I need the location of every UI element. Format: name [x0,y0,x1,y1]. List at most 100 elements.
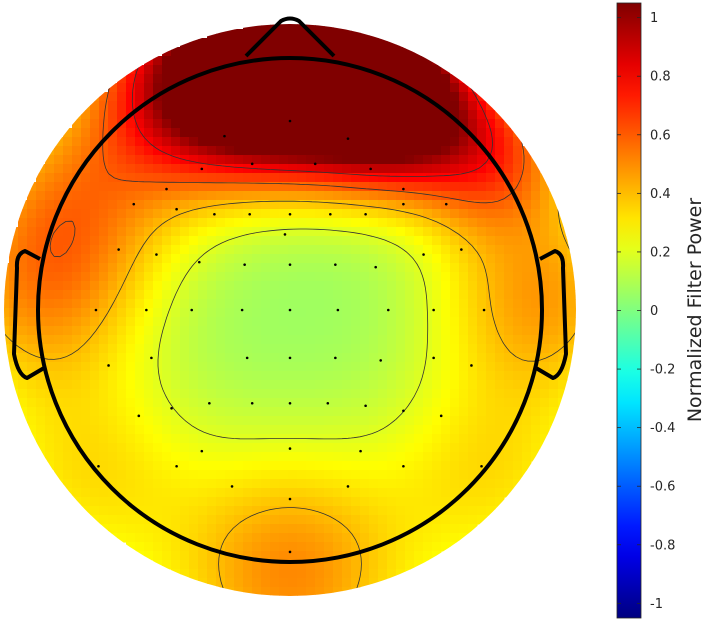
heat-cell [333,191,343,201]
heat-cell [306,488,316,498]
heat-cell [252,101,262,111]
heat-cell [522,155,532,165]
heat-cell [207,497,217,507]
heat-cell [486,380,496,390]
electrode-marker [137,414,141,418]
heat-cell [486,452,496,462]
heat-cell [153,290,163,300]
heat-cell [54,353,64,363]
heat-cell [351,317,361,327]
heat-cell [432,155,442,165]
heat-cell [279,380,289,390]
heat-cell [342,416,352,426]
heat-cell [108,479,118,489]
heat-cell [450,263,460,273]
heat-cell [207,155,217,165]
heat-cell [306,24,316,30]
heat-cell [360,146,370,156]
heat-cell [297,38,307,48]
heat-cell [513,173,523,183]
heat-cell [225,443,235,453]
heat-cell [171,263,181,273]
heat-cell [225,488,235,498]
heat-cell [540,236,550,246]
heat-cell [252,569,262,579]
heat-cell [378,416,388,426]
heat-cell [405,461,415,471]
heat-cell [135,272,145,282]
heat-cell [234,335,244,345]
heat-cell [495,470,505,480]
heat-cell [243,173,253,183]
heat-cell [207,434,217,444]
heat-cell [531,173,541,183]
heat-cell [405,353,415,363]
heat-cell [216,272,226,282]
heat-cell [234,218,244,228]
heat-cell [198,155,208,165]
heat-cell [477,362,487,372]
heat-cell [477,434,487,444]
heat-cell [522,164,532,174]
heat-cell [540,371,550,381]
heat-cell [180,317,190,327]
heat-cell [45,236,55,246]
heat-cell [468,371,478,381]
heat-cell [243,470,253,480]
heat-cell [162,398,172,408]
heat-cell [315,416,325,426]
heat-cell [54,290,64,300]
heat-cell [90,461,100,471]
heat-cell [477,164,487,174]
heat-cell [423,182,433,192]
heat-cell [297,317,307,327]
heat-cell [162,200,172,210]
heat-cell [441,119,451,129]
heat-cell [522,299,532,309]
heat-cell [135,524,145,534]
heat-cell [36,191,46,201]
heat-cell [144,506,154,516]
heat-cell [279,587,289,596]
heat-cell [450,443,460,453]
heat-cell [216,128,226,138]
heat-cell [351,263,361,273]
heat-cell [324,29,334,39]
heat-cell [9,263,19,273]
heat-cell [396,425,406,435]
heat-cell [486,281,496,291]
heat-cell [243,227,253,237]
heat-cell [459,155,469,165]
heat-cell [495,236,505,246]
heat-cell [117,191,127,201]
heat-cell [225,218,235,228]
heat-cell [513,452,523,462]
heat-cell [27,353,37,363]
heat-cell [333,398,343,408]
heat-cell [243,578,253,588]
heat-cell [216,47,226,57]
heat-cell [207,74,217,84]
heat-cell [396,101,406,111]
heat-cell [252,308,262,318]
heat-cell [189,425,199,435]
heat-cell [513,254,523,264]
electrode-marker [97,464,100,468]
heat-cell [144,335,154,345]
electrode-marker [190,308,194,312]
heat-cell [81,209,91,219]
heat-cell [189,164,199,174]
heat-cell [216,182,226,192]
electrode-marker [288,401,292,405]
heat-cell [558,227,568,237]
heat-cell [450,371,460,381]
heat-cell [387,434,397,444]
heat-cell [396,389,406,399]
heat-cell [495,272,505,282]
heat-cell [144,128,154,138]
heat-cell [18,236,28,246]
heat-cell [531,452,541,462]
heat-cell [396,155,406,165]
heat-cell [315,569,325,579]
heat-cell [333,65,343,75]
